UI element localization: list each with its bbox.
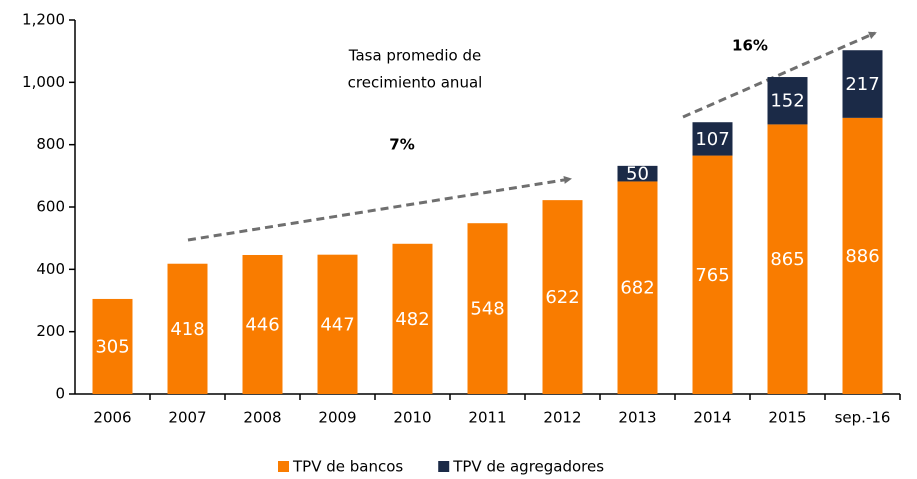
data-label: 682 <box>620 278 654 299</box>
x-tick-label: 2014 <box>693 409 731 427</box>
y-tick-label: 1,000 <box>22 73 65 91</box>
y-tick-label: 800 <box>36 135 65 153</box>
data-label: 548 <box>470 299 504 320</box>
annotation: crecimiento anual <box>348 74 483 92</box>
legend-label: TPV de bancos <box>292 458 403 476</box>
bar-segment <box>167 263 208 394</box>
data-label: 622 <box>545 287 579 308</box>
bar-segment <box>692 155 733 394</box>
y-tick-label: 0 <box>55 385 65 403</box>
y-tick-label: 400 <box>36 260 65 278</box>
x-tick-label: 2007 <box>168 409 206 427</box>
bar-segment <box>767 124 808 395</box>
data-label: 305 <box>95 336 129 357</box>
data-label: 447 <box>320 314 354 335</box>
x-tick-label: sep.-16 <box>835 409 891 427</box>
x-tick-label: 2012 <box>543 409 581 427</box>
y-tick-label: 200 <box>36 322 65 340</box>
x-tick-label: 2009 <box>318 409 356 427</box>
data-label: 152 <box>770 91 804 112</box>
x-tick-label: 2013 <box>618 409 656 427</box>
annotation: 16% <box>732 37 768 55</box>
bar-segment <box>617 165 658 182</box>
bar-segment <box>617 181 658 394</box>
bar-segment <box>392 243 433 394</box>
x-tick-label: 2010 <box>393 409 431 427</box>
bar-segment <box>242 254 283 394</box>
data-label: 886 <box>845 246 879 267</box>
trend-arrow <box>187 175 572 242</box>
bar-segment <box>317 254 358 394</box>
data-label: 107 <box>695 129 729 150</box>
y-tick-label: 1,200 <box>22 11 65 29</box>
x-tick-label: 2015 <box>768 409 806 427</box>
bar-segment <box>767 77 808 125</box>
data-label: 482 <box>395 309 429 330</box>
data-label: 217 <box>845 74 879 95</box>
data-label: 50 <box>626 164 649 185</box>
y-tick-label: 600 <box>36 198 65 216</box>
data-label: 418 <box>170 319 204 340</box>
x-tick-label: 2006 <box>93 409 131 427</box>
data-label: 765 <box>695 265 729 286</box>
legend-label: TPV de agregadores <box>452 458 604 476</box>
data-label: 446 <box>245 314 279 335</box>
trend-arrow <box>682 31 877 119</box>
bar-segment <box>92 298 133 394</box>
x-tick-label: 2008 <box>243 409 281 427</box>
bar-segment <box>692 122 733 156</box>
x-tick-label: 2011 <box>468 409 506 427</box>
legend-swatch <box>278 461 289 472</box>
bar-segment <box>842 50 883 118</box>
annotation: Tasa promedio de <box>348 47 481 65</box>
bar-segment <box>842 117 883 394</box>
data-label: 865 <box>770 249 804 270</box>
annotation: 7% <box>389 136 414 154</box>
legend-swatch <box>438 461 450 472</box>
bar-segment <box>467 223 508 394</box>
bar-segment <box>542 200 583 394</box>
